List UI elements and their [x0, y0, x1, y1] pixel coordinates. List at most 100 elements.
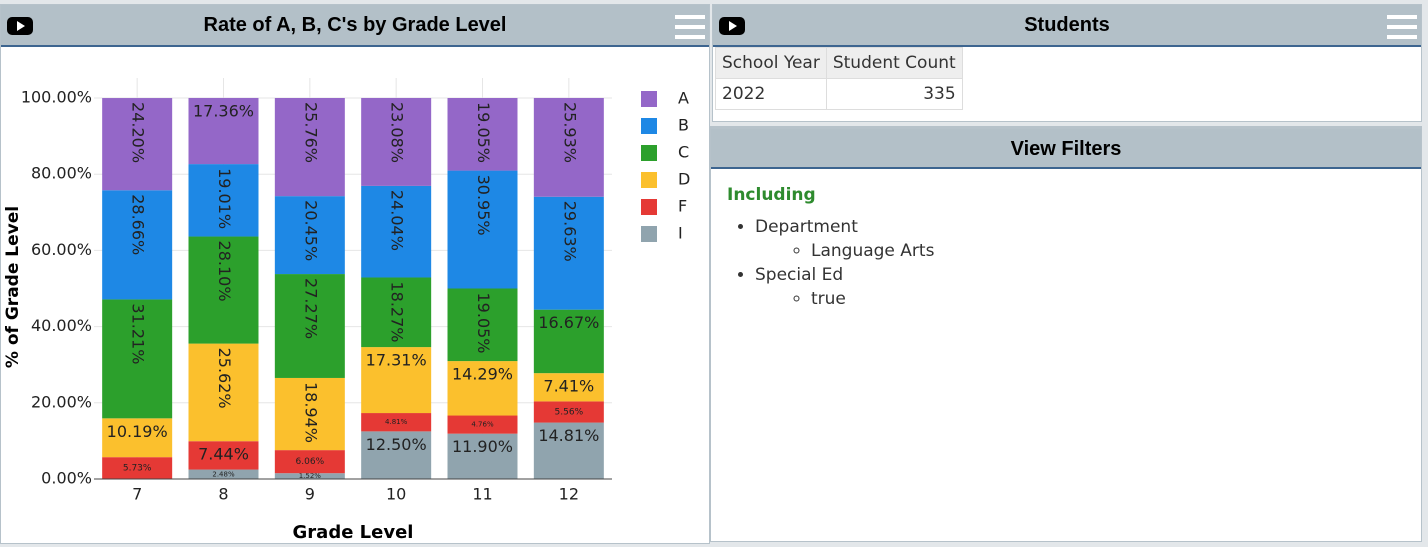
data-label: 25.76%	[301, 102, 320, 163]
data-label: 5.56%	[555, 407, 584, 417]
data-label: 19.05%	[474, 102, 493, 163]
bar-segment	[361, 277, 432, 348]
x-tick-label: 10	[386, 485, 406, 504]
data-label: 23.08%	[388, 102, 407, 163]
data-label: 29.63%	[560, 201, 579, 262]
panel-header: Students	[713, 5, 1421, 47]
legend-label: D	[678, 170, 690, 189]
bar-segment	[361, 431, 432, 479]
data-label: 4.76%	[471, 421, 494, 429]
legend-label: I	[678, 224, 683, 243]
bar-segment	[188, 441, 259, 470]
data-label: 12.50%	[366, 435, 427, 454]
y-tick-label: 40.00%	[31, 316, 92, 335]
bar-segment	[447, 98, 518, 171]
students-table: School Year Student Count 2022 335	[715, 47, 963, 110]
bar-segment	[102, 457, 173, 479]
data-label: 27.27%	[301, 278, 320, 339]
legend-label: C	[678, 143, 689, 162]
bar-segment	[188, 343, 259, 442]
data-label: 2.48%	[212, 470, 235, 478]
legend-swatch	[641, 199, 657, 215]
data-label: 30.95%	[474, 175, 493, 236]
data-label: 18.27%	[388, 281, 407, 342]
data-label: 6.06%	[296, 457, 325, 467]
bar-segment	[102, 190, 173, 300]
legend-swatch	[641, 145, 657, 161]
chart-panel: Rate of A, B, C's by Grade Level Grade L…	[0, 4, 710, 544]
x-tick-label: 9	[305, 485, 315, 504]
data-label: 1.52%	[299, 472, 322, 480]
x-tick-label: 7	[132, 485, 142, 504]
menu-icon[interactable]	[675, 15, 705, 39]
data-label: 19.05%	[474, 293, 493, 354]
x-tick-label: 8	[218, 485, 228, 504]
bar-segment	[447, 288, 518, 362]
y-axis-title: % of Grade Level	[3, 206, 23, 368]
filters-panel: View Filters Including Department Langua…	[710, 126, 1422, 542]
video-icon[interactable]	[719, 17, 745, 35]
y-tick-label: 20.00%	[31, 392, 92, 411]
filter-label: Department	[755, 217, 858, 237]
bar-segment	[533, 422, 604, 479]
column-header: Student Count	[825, 47, 963, 79]
bar-segment	[188, 469, 259, 479]
bar-segment	[533, 373, 604, 402]
bar-segment	[102, 98, 173, 191]
data-label: 10.19%	[107, 422, 168, 441]
chart-title: Rate of A, B, C's by Grade Level	[203, 14, 507, 36]
bar-segment	[533, 401, 604, 423]
data-label: 31.21%	[129, 303, 148, 364]
data-label: 24.04%	[388, 190, 407, 251]
legend-swatch	[641, 118, 657, 134]
data-label: 7.44%	[198, 445, 249, 464]
panel-title: View Filters	[1010, 138, 1122, 160]
legend-label: A	[678, 89, 689, 108]
filter-label: Special Ed	[755, 265, 844, 285]
bar-segment	[188, 236, 259, 344]
bar-segment	[447, 415, 518, 434]
bar-segment	[274, 196, 345, 275]
cell: 335	[825, 78, 963, 110]
bar-segment	[447, 361, 518, 416]
x-tick-label: 11	[472, 485, 492, 504]
x-axis-title: Grade Level	[293, 522, 414, 543]
column-header: School Year	[715, 47, 827, 79]
students-panel: Students School Year Student Count 2022 33…	[712, 4, 1422, 122]
bar-segment	[274, 377, 345, 451]
data-label: 5.73%	[123, 464, 152, 474]
y-tick-label: 0.00%	[41, 469, 92, 488]
bar-segment	[361, 413, 432, 432]
bar-segment	[188, 97, 259, 165]
bar-segment	[361, 185, 432, 278]
bar-segment	[102, 418, 173, 458]
data-label: 28.10%	[215, 241, 234, 302]
bar-segment	[102, 299, 173, 419]
y-tick-label: 80.00%	[31, 164, 92, 183]
bar-segment	[533, 309, 604, 374]
bar-segment	[533, 196, 604, 310]
bar-segment	[447, 170, 518, 289]
data-label: 28.66%	[129, 194, 148, 255]
data-label: 11.90%	[452, 437, 513, 456]
data-label: 25.93%	[560, 102, 579, 163]
filter-value: true	[811, 287, 934, 311]
filter-heading: Including	[727, 185, 816, 205]
data-label: 20.45%	[301, 200, 320, 261]
chart: Grade Level % of Grade Level 0.00% 20.00%…	[3, 78, 690, 543]
data-label: 14.81%	[538, 426, 599, 445]
filter-item: Department Language Arts	[755, 215, 934, 263]
video-icon[interactable]	[7, 17, 33, 35]
cell: 2022	[715, 78, 827, 110]
menu-icon[interactable]	[1387, 15, 1417, 39]
legend-label: B	[678, 116, 689, 135]
bar-segment	[361, 347, 432, 414]
bar-segment	[274, 450, 345, 474]
bar-segment	[188, 164, 259, 237]
data-label: 4.81%	[385, 418, 408, 426]
legend-swatch	[641, 91, 657, 107]
bar-segment	[447, 433, 518, 479]
x-tick-label: 12	[559, 485, 579, 504]
panel-header: Rate of A, B, C's by Grade Level	[1, 5, 709, 47]
